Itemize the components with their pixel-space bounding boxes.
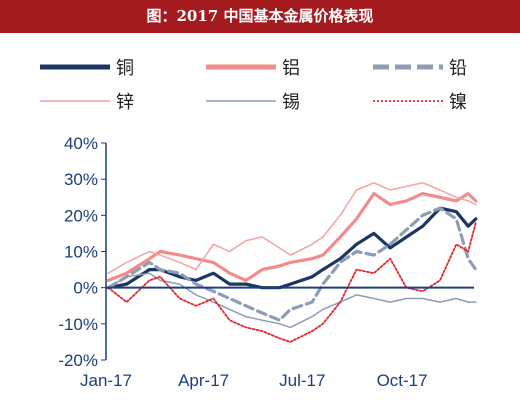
legend-label-3: 铅 [449, 58, 467, 79]
y-tick-label: 0% [73, 279, 98, 298]
y-tick-label: -20% [58, 351, 98, 370]
y-tick-label: 10% [64, 243, 98, 262]
legend-label-4: 锌 [116, 92, 134, 113]
series-line-3 [106, 206, 478, 322]
series-line-1 [106, 206, 478, 290]
x-tick-label: Oct-17 [377, 371, 428, 390]
legend-label-6: 镍 [449, 92, 467, 113]
legend-label-2: 铝 [282, 58, 300, 79]
y-tick-label: 40% [64, 134, 98, 153]
series-line-4 [107, 182, 477, 274]
x-tick-label: Apr-17 [178, 371, 229, 390]
chart-title: 图：2017 中国基本金属价格表现 [146, 7, 374, 25]
y-tick-label: -10% [58, 315, 98, 334]
title-bar [0, 0, 520, 33]
legend-label-1: 铜 [116, 58, 134, 79]
x-tick-label: Jan-17 [80, 371, 132, 390]
series-line-2 [106, 192, 478, 282]
legend-label-5: 锡 [282, 92, 300, 113]
series-line-5 [107, 272, 477, 329]
y-tick-label: 30% [64, 170, 98, 189]
series-line-6 [107, 221, 477, 343]
x-tick-label: Jul-17 [279, 371, 325, 390]
y-tick-label: 20% [64, 206, 98, 225]
